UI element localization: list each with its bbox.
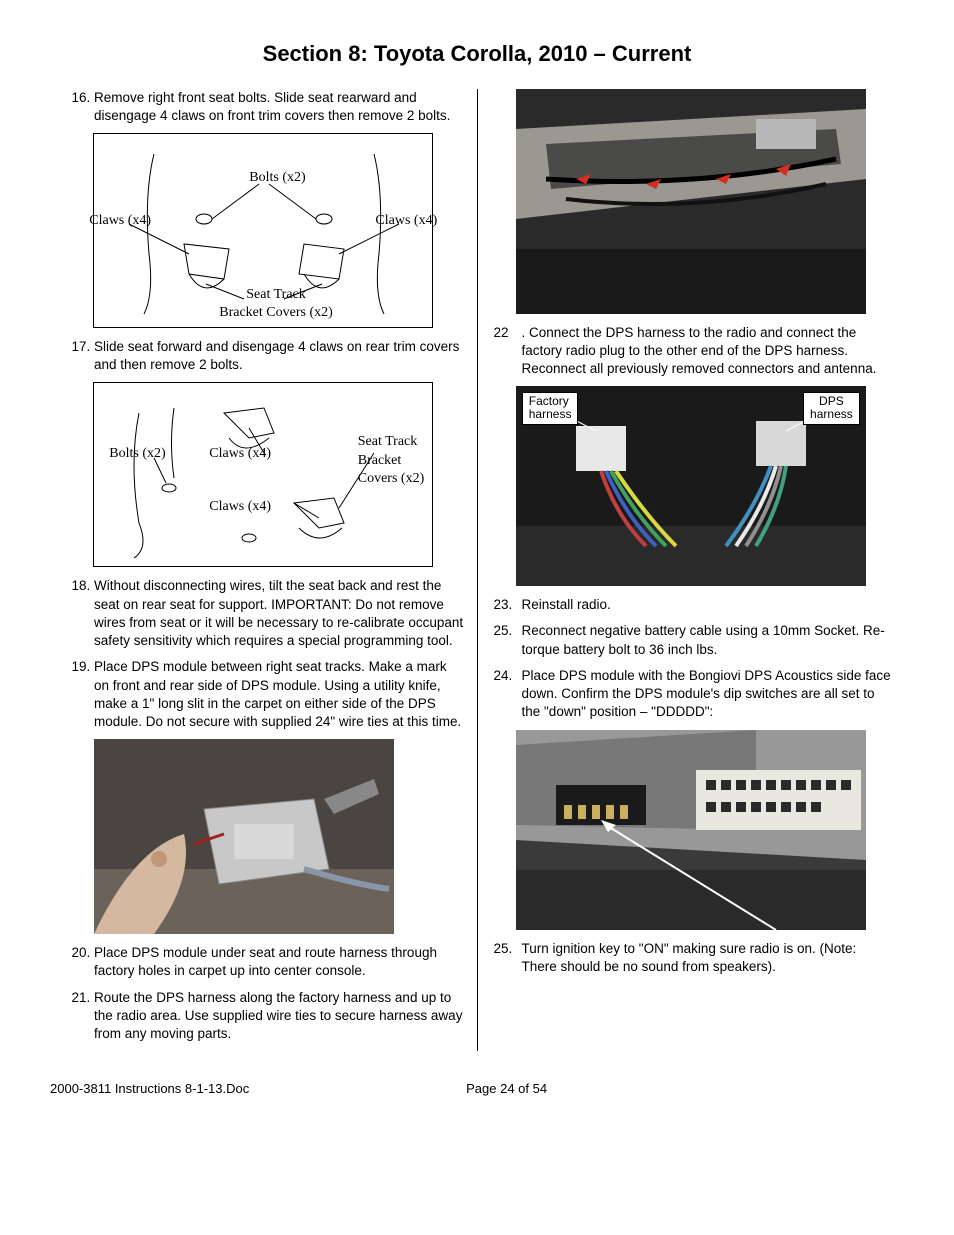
step-24: 24. Place DPS module with the Bongiovi D… [522, 667, 893, 722]
diagram2-label-claws-bot: Claws (x4) [209, 498, 271, 516]
step-25b: 25. Turn ignition key to "ON" making sur… [522, 940, 893, 976]
step-19: Place DPS module between right seat trac… [94, 658, 465, 731]
step-22: 22. Connect the DPS harness to the radio… [522, 324, 893, 379]
dip-switch-photo [516, 730, 866, 930]
step-20: Place DPS module under seat and route ha… [94, 944, 465, 980]
left-list-3: Without disconnecting wires, tilt the se… [62, 577, 465, 731]
right-column: 22. Connect the DPS harness to the radio… [478, 89, 905, 1052]
footer-doc-name: 2000-3811 Instructions 8-1-13.Doc [50, 1081, 249, 1098]
seat-rear-diagram: Bolts (x2) Claws (x4) Claws (x4) Seat Tr… [93, 382, 433, 567]
left-list-2: Slide seat forward and disengage 4 claws… [62, 338, 465, 374]
step-17: Slide seat forward and disengage 4 claws… [94, 338, 465, 374]
step-21: Route the DPS harness along the factory … [94, 989, 465, 1044]
dps-harness-label: DPS harness [803, 392, 860, 424]
right-list: 22. Connect the DPS harness to the radio… [490, 324, 893, 379]
step-18: Without disconnecting wires, tilt the se… [94, 577, 465, 650]
diagram-label-bolts: Bolts (x2) [249, 169, 305, 187]
left-column: Remove right front seat bolts. Slide sea… [50, 89, 477, 1052]
left-list-4: Place DPS module under seat and route ha… [62, 944, 465, 1043]
seat-front-diagram: Bolts (x2) Claws (x4) Claws (x4) Seat Tr… [93, 133, 433, 328]
diagram-label-bracket: Seat Track Bracket Covers (x2) [219, 286, 333, 322]
two-column-layout: Remove right front seat bolts. Slide sea… [50, 89, 904, 1052]
footer-page-number: Page 24 of 54 [466, 1081, 547, 1098]
step-23: 23. Reinstall radio. [522, 596, 893, 614]
dashboard-cavity-photo [516, 89, 866, 314]
left-list: Remove right front seat bolts. Slide sea… [62, 89, 465, 125]
step-25a: 25. Reconnect negative battery cable usi… [522, 622, 893, 658]
step-16: Remove right front seat bolts. Slide sea… [94, 89, 465, 125]
diagram-label-claws-right: Claws (x4) [375, 212, 437, 230]
dps-module-photo [94, 739, 394, 934]
right-list-2: 23. Reinstall radio. 25. Reconnect negat… [490, 596, 893, 721]
diagram-label-claws-left: Claws (x4) [89, 212, 151, 230]
harness-photo: Factory harness DPS harness [516, 386, 866, 586]
diagram2-label-bracket: Seat Track Bracket Covers (x2) [358, 433, 425, 488]
factory-harness-label: Factory harness [522, 392, 579, 424]
page-footer: 2000-3811 Instructions 8-1-13.Doc Page 2… [50, 1081, 904, 1098]
diagram2-label-bolts: Bolts (x2) [109, 445, 165, 463]
page-title: Section 8: Toyota Corolla, 2010 – Curren… [50, 40, 904, 69]
right-list-3: 25. Turn ignition key to "ON" making sur… [490, 940, 893, 976]
diagram2-label-claws-top: Claws (x4) [209, 445, 271, 463]
